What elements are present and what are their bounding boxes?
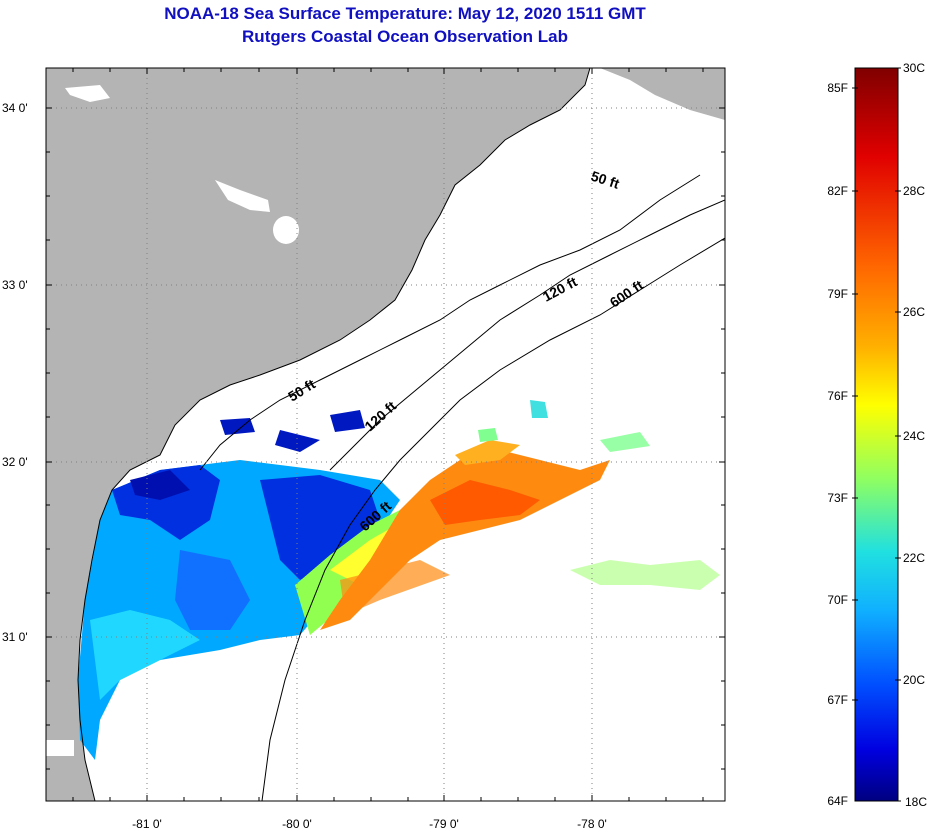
land-mass	[46, 68, 590, 801]
cbar-f-70: 70F	[827, 593, 848, 607]
lat-lon-grid	[46, 68, 725, 801]
sst-gulf-stream	[320, 450, 610, 630]
contour-120ft	[329, 199, 725, 471]
lat-label-34: 34 0'	[2, 101, 28, 115]
cbar-c-28: 28C	[903, 184, 925, 198]
cbar-f-85: 85F	[827, 81, 848, 95]
map-frame	[45, 67, 726, 802]
contour-50ft	[199, 174, 701, 471]
map-area	[46, 68, 725, 801]
lon-label-81: -81 0'	[132, 817, 162, 831]
cbar-f-76: 76F	[827, 389, 848, 403]
cbar-c-26: 26C	[903, 305, 925, 319]
cbar-f-64: 64F	[827, 794, 848, 808]
frame-ticks	[46, 68, 725, 801]
cbar-f-82: 82F	[827, 184, 848, 198]
cbar-c-20: 20C	[903, 673, 925, 687]
cbar-c-24: 24C	[903, 429, 925, 443]
colorbar-f-labels: 85F 82F 79F 76F 73F 70F 67F 64F	[827, 81, 848, 808]
lat-label-33: 33 0'	[2, 278, 28, 292]
lat-label-32: 32 0'	[2, 455, 28, 469]
cbar-f-73: 73F	[827, 491, 848, 505]
contour-600ft	[261, 237, 725, 801]
map-subtitle: Rutgers Coastal Ocean Observation Lab	[242, 27, 568, 46]
cbar-c-18: 18C	[905, 795, 927, 809]
map-title: NOAA-18 Sea Surface Temperature: May 12,…	[164, 4, 646, 23]
lon-label-79: -79 0'	[429, 817, 459, 831]
lon-label-80: -80 0'	[282, 817, 312, 831]
cbar-c-30: 30C	[903, 61, 925, 75]
colorbar-c-labels: 30C 28C 26C 24C 22C 20C 18C	[903, 61, 927, 809]
cbar-f-79: 79F	[827, 287, 848, 301]
cbar-c-22: 22C	[903, 551, 925, 565]
colorbar	[854, 67, 899, 802]
cbar-f-67: 67F	[827, 693, 848, 707]
lat-label-31: 31 0'	[2, 630, 28, 644]
lon-label-78: -78 0'	[577, 817, 607, 831]
